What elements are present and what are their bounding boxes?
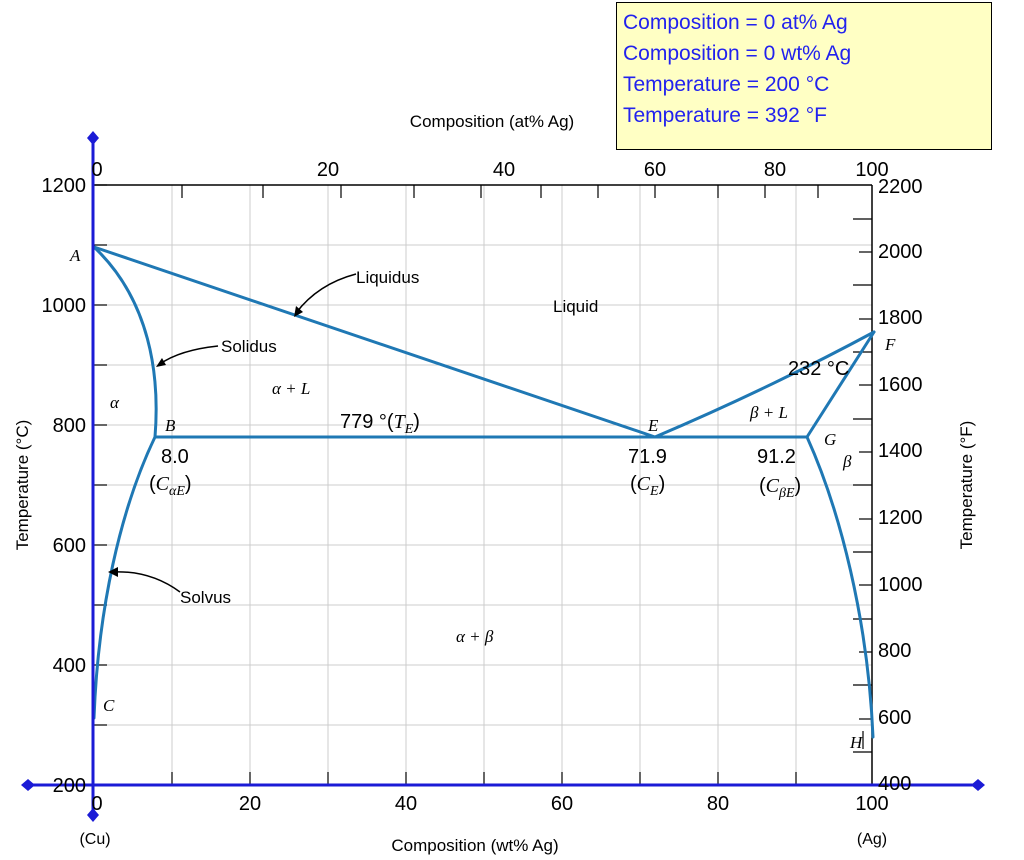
at-tick-label: 0 <box>91 159 102 181</box>
wt-tick-label: 60 <box>551 793 573 815</box>
c-tick-label: 1200 <box>42 175 87 197</box>
region-alpha-liquid-label: α + L <box>272 379 310 398</box>
silver-end-label: (Ag) <box>857 831 887 848</box>
solvus-arrow <box>111 571 181 593</box>
readout-temperature-c: Temperature = 200 °C <box>623 73 830 96</box>
region-alpha-label: α <box>110 393 120 412</box>
top-ticks <box>181 185 819 198</box>
solvus-curve-beta <box>805 435 875 739</box>
solidus-arrowhead <box>156 358 166 367</box>
left-diamond-handle[interactable] <box>21 779 35 791</box>
f-tick-label: 600 <box>878 707 911 729</box>
f-tick-label: 1800 <box>878 307 923 329</box>
g-composition-value: 91.2 <box>757 446 796 468</box>
phase-curves <box>92 245 876 739</box>
at-tick-label: 40 <box>493 159 515 181</box>
solidus-curve-beta <box>805 330 876 439</box>
liquidus-curve-right <box>653 330 876 439</box>
liquidus-arrow <box>295 273 357 314</box>
point-g-label: G <box>824 430 836 449</box>
wt-tick-label: 20 <box>239 793 261 815</box>
f-tick-label: 1200 <box>878 507 923 529</box>
liquidus-arrowhead <box>294 306 303 317</box>
point-c-label: C <box>103 696 115 715</box>
e-composition-symbol: (CE) <box>630 473 665 499</box>
bottom-ticks <box>171 772 797 785</box>
solidus-label: Solidus <box>221 337 277 356</box>
readout-composition-at: Composition = 0 at% Ag <box>623 11 848 34</box>
at-tick-label: 80 <box>764 159 786 181</box>
b-composition-symbol: (CαE) <box>149 473 192 499</box>
bottom-diamond-handle[interactable] <box>87 808 99 822</box>
point-e-label: E <box>647 416 659 435</box>
f-tick-label: 1400 <box>878 440 923 462</box>
f-tick-label: 1600 <box>878 374 923 396</box>
wt-tick-label: 100 <box>855 793 888 815</box>
readout-temperature-f: Temperature = 392 °F <box>623 104 827 127</box>
at-tick-label: 60 <box>644 159 666 181</box>
bottom-tick-labels: 0 20 40 60 80 100 <box>91 793 888 815</box>
region-alpha-beta-label: α + β <box>456 627 494 646</box>
point-f-label: F <box>884 335 896 354</box>
bottom-axis-title: Composition (wt% Ag) <box>391 836 558 855</box>
c-tick-label: 200 <box>53 775 86 797</box>
point-h-label: H <box>849 733 864 752</box>
left-axis-title: Temperature (°C) <box>13 420 32 551</box>
c-tick-label: 800 <box>53 415 86 437</box>
region-beta-liquid-label: β + L <box>749 403 788 422</box>
wt-tick-label: 0 <box>91 793 102 815</box>
solidus-arrow <box>159 345 219 365</box>
at-tick-label: 100 <box>855 159 888 181</box>
f-tick-label: 2200 <box>878 176 923 198</box>
point-labels: A B C E F G H <box>69 246 896 752</box>
copper-end-label: (Cu) <box>79 831 110 848</box>
left-tick-labels: 200 400 600 800 1000 1200 <box>42 175 87 797</box>
right-diamond-handle[interactable] <box>971 779 985 791</box>
e-composition-value: 71.9 <box>628 446 667 468</box>
wt-tick-label: 80 <box>707 793 729 815</box>
solvus-curve-alpha <box>92 435 157 720</box>
g-composition-symbol: (CβE) <box>759 475 801 501</box>
right-tick-labels: 400 600 800 1000 1200 1400 1600 1800 200… <box>878 176 923 795</box>
silver-melting-point-label: 232 °C <box>788 358 849 380</box>
solvus-label: Solvus <box>180 588 231 607</box>
solvus-arrowhead <box>108 567 118 577</box>
point-a-label: A <box>69 246 81 265</box>
region-liquid-label: Liquid <box>553 297 598 316</box>
b-composition-value: 8.0 <box>161 446 189 468</box>
f-tick-label: 2000 <box>878 241 923 263</box>
readout-box: Composition = 0 at% Ag Composition = 0 w… <box>616 2 992 150</box>
top-tick-labels: 0 20 40 60 80 100 <box>91 159 888 181</box>
eutectic-temperature-label: 779 °(TE) <box>340 411 420 437</box>
right-ticks <box>853 218 872 753</box>
region-beta-label: β <box>842 452 852 471</box>
readout-composition-wt: Composition = 0 wt% Ag <box>623 42 852 65</box>
wt-tick-label: 40 <box>395 793 417 815</box>
f-tick-label: 400 <box>878 773 911 795</box>
c-tick-label: 1000 <box>42 295 87 317</box>
f-tick-label: 1000 <box>878 574 923 596</box>
c-tick-label: 600 <box>53 535 86 557</box>
liquidus-curve-left <box>92 245 657 439</box>
top-diamond-handle[interactable] <box>87 131 99 145</box>
top-axis-title: Composition (at% Ag) <box>410 112 574 131</box>
liquidus-label: Liquidus <box>356 268 419 287</box>
pointer-arrows <box>111 273 357 593</box>
grid <box>94 185 872 785</box>
at-tick-label: 20 <box>317 159 339 181</box>
c-tick-label: 400 <box>53 655 86 677</box>
right-axis-title: Temperature (°F) <box>957 421 976 550</box>
point-b-label: B <box>165 416 176 435</box>
f-tick-label: 800 <box>878 640 911 662</box>
solidus-curve-alpha <box>92 245 158 439</box>
